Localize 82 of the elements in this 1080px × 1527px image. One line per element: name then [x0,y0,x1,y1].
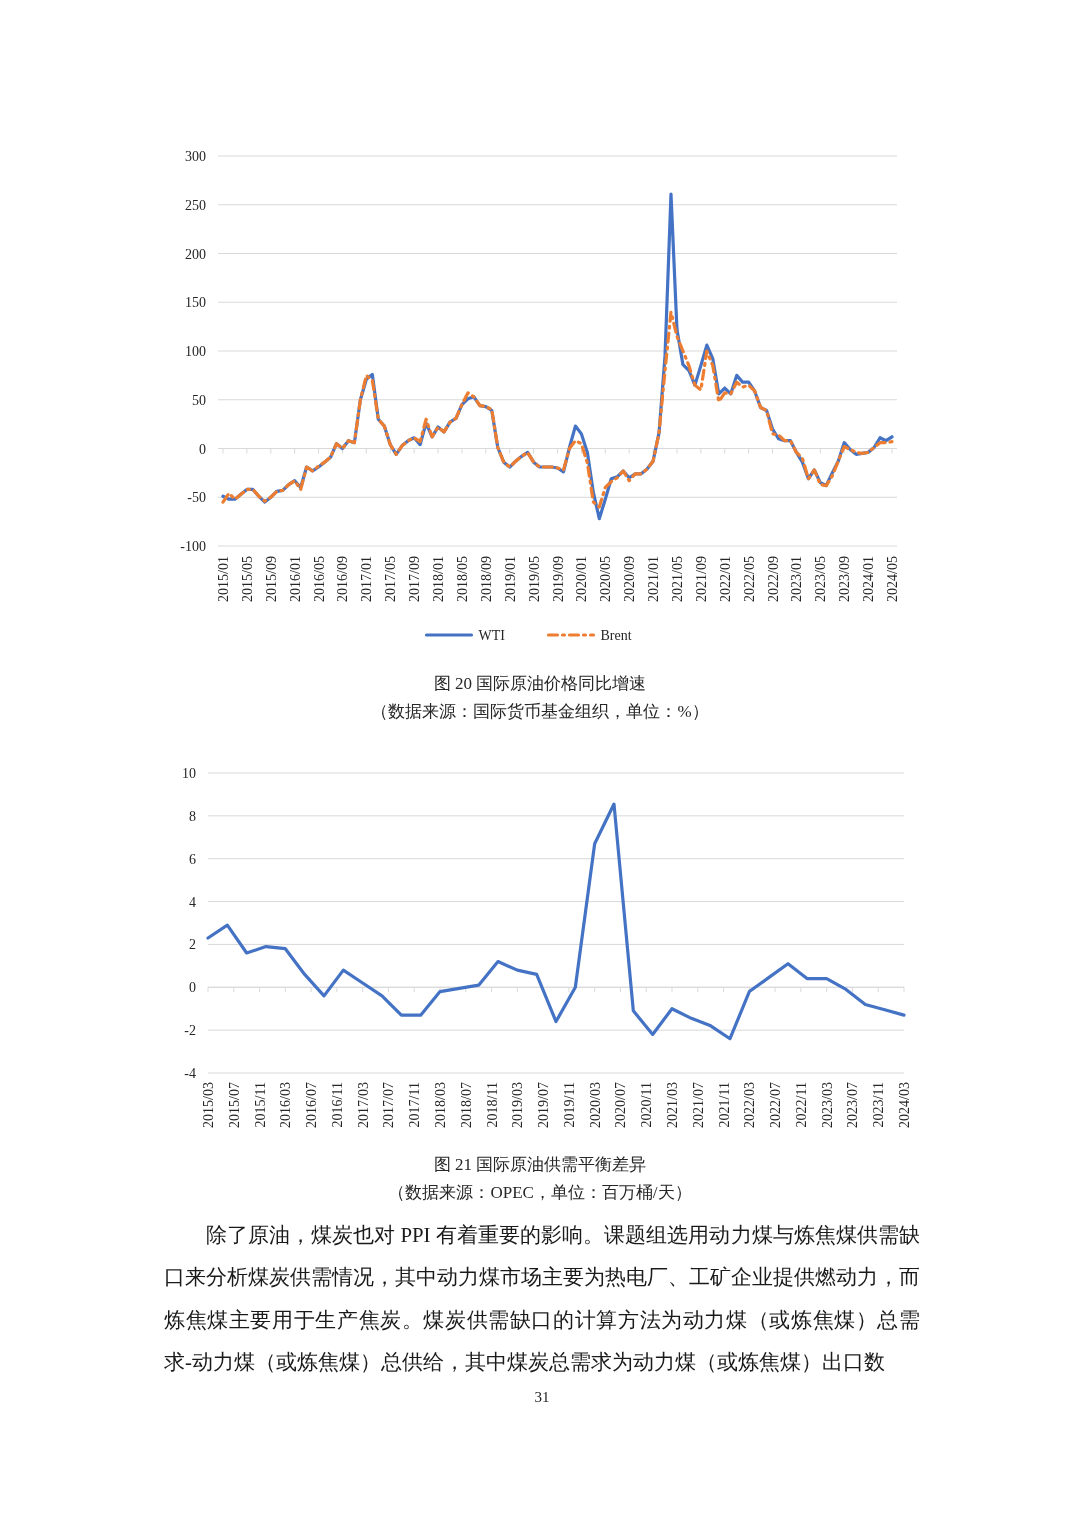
y-tick-label: 6 [189,851,196,867]
x-tick-label: 2024/01 [861,556,877,602]
x-tick-label: 2017/09 [407,556,423,602]
x-tick-label: 2018/05 [454,556,470,602]
y-tick-label: 10 [182,766,196,781]
x-tick-label: 2019/05 [526,556,542,602]
x-tick-label: 2021/07 [690,1082,706,1128]
x-tick-label: 2017/03 [355,1082,371,1128]
x-tick-label: 2018/11 [484,1082,500,1128]
x-tick-label: 2021/05 [669,556,685,602]
x-tick-label: 2015/05 [239,556,255,602]
x-tick-label: 2023/09 [837,556,853,602]
x-tick-label: 2018/07 [458,1082,474,1128]
x-tick-label: 2020/09 [622,556,638,602]
x-tick-label: 2022/11 [793,1082,809,1128]
x-tick-label: 2015/01 [216,556,231,602]
x-tick-label: 2015/11 [252,1082,268,1128]
x-tick-label: 2020/05 [598,556,614,602]
x-tick-label: 2018/01 [431,556,447,602]
x-tick-label: 2020/03 [587,1082,603,1128]
x-tick-label: 2015/09 [263,556,279,602]
x-tick-label: 2022/03 [742,1082,758,1128]
x-tick-label: 2017/07 [381,1082,397,1128]
x-tick-label: 2020/11 [639,1082,655,1128]
x-tick-label: 2019/01 [502,556,518,602]
text: 图 20 国际原油价格同比增速 [433,674,647,693]
x-tick-label: 2017/05 [383,556,399,602]
x-tick-label: 2021/01 [646,556,662,602]
y-tick-label: 250 [185,197,206,213]
x-tick-label: 2022/05 [741,556,757,602]
y-tick-label: 0 [199,441,206,457]
text: 31 [533,1389,551,1407]
y-tick-label: 8 [189,808,196,824]
y-tick-label: -2 [184,1023,196,1039]
text: （数据来源：国际货币基金组织，单位：%） [371,702,709,721]
y-tick-label: -100 [180,539,206,554]
y-tick-label: 300 [185,149,206,164]
y-tick-label: 100 [185,344,206,359]
x-tick-label: 2015/07 [226,1082,242,1128]
x-tick-label: 2021/09 [693,556,709,602]
x-tick-label: 2016/03 [278,1082,294,1128]
x-tick-label: 2019/03 [510,1082,526,1128]
y-tick-label: -50 [187,490,206,506]
x-tick-label: 2016/05 [311,556,327,602]
x-tick-label: 2015/03 [201,1082,216,1128]
x-tick-label: 2024/05 [885,556,900,602]
x-tick-label: 2023/11 [871,1082,887,1128]
text: 除了原油，煤炭也对 PPI 有着重要的影响。课题组选用动力煤与炼焦煤供需缺口来分析煤炭供需情况，其中动力煤市场主要为热电厂、工矿企业提供燃动力，而炼焦煤主要用于生产焦炭。煤炭供需缺口的计算方法为动力煤（或炼焦煤）总需求-动力煤（或炼焦煤）总供给，其中煤炭总需求为动力煤（或炼焦煤）出口数 [164,1222,920,1375]
x-tick-label: 2019/09 [550,556,566,602]
x-tick-label: 2024/03 [897,1082,912,1128]
x-tick-label: 2023/01 [789,556,805,602]
x-tick-label: 2019/07 [536,1082,552,1128]
x-tick-label: 2017/01 [359,556,375,602]
x-tick-label: 2016/11 [329,1082,345,1128]
x-tick-label: 2016/09 [335,556,351,602]
x-tick-label: 2022/09 [765,556,781,602]
y-tick-label: 150 [185,295,206,311]
y-tick-label: 4 [189,894,196,910]
x-tick-label: 2021/11 [716,1082,732,1128]
x-tick-label: 2023/03 [819,1082,835,1128]
text: （数据来源：OPEC，单位：百万桶/天） [388,1183,692,1202]
x-tick-label: 2019/11 [561,1082,577,1128]
x-tick-label: 2016/01 [287,556,303,602]
x-tick-label: 2023/05 [813,556,829,602]
x-tick-label: 2022/01 [717,556,733,602]
x-tick-label: 2020/07 [613,1082,629,1128]
text: 图 21 国际原油供需平衡差异 [433,1155,647,1174]
y-tick-label: -4 [184,1066,196,1081]
x-tick-label: 2016/07 [304,1082,320,1128]
x-tick-label: 2021/03 [665,1082,680,1128]
x-tick-label: 2023/07 [845,1082,861,1128]
legend-label: WTI [478,628,506,643]
x-tick-label: 2017/11 [407,1082,423,1128]
x-tick-label: 2018/03 [433,1082,448,1128]
y-tick-label: 0 [189,980,196,996]
y-tick-label: 2 [189,937,196,953]
legend-label: Brent [600,628,632,643]
x-tick-label: 2018/09 [478,556,494,602]
x-tick-label: 2022/07 [768,1082,784,1128]
y-tick-label: 50 [192,392,206,408]
y-tick-label: 200 [185,246,206,262]
x-tick-label: 2020/01 [574,556,590,602]
